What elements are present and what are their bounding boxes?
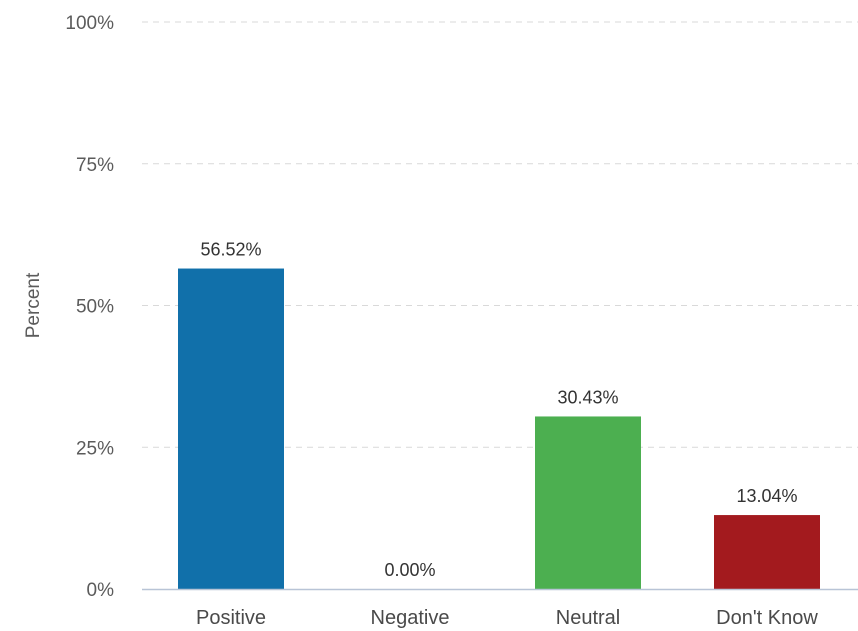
- bar-neutral: [535, 416, 641, 589]
- y-tick-label: 25%: [76, 438, 114, 459]
- bar-positive: [178, 268, 284, 589]
- data-label: 0.00%: [384, 560, 435, 580]
- data-label: 13.04%: [736, 486, 797, 506]
- y-axis-title: Percent: [23, 272, 44, 338]
- data-labels: 56.52% 0.00% 30.43% 13.04%: [200, 240, 797, 580]
- gridlines: [142, 21, 858, 448]
- data-label: 30.43%: [557, 387, 618, 407]
- x-tick-label: Neutral: [556, 607, 620, 629]
- y-axis-ticks: 0% 25% 50% 75% 100%: [65, 13, 114, 601]
- y-tick-label: 50%: [76, 297, 114, 318]
- y-tick-label: 75%: [76, 155, 114, 176]
- y-tick-label: 100%: [65, 13, 114, 34]
- x-tick-label: Positive: [196, 607, 266, 629]
- x-axis-ticks: Positive Negative Neutral Don't Know: [196, 607, 818, 629]
- data-label: 56.52%: [200, 240, 261, 260]
- x-tick-label: Don't Know: [716, 607, 818, 629]
- bar-don-t-know: [714, 515, 820, 589]
- y-tick-label: 0%: [87, 580, 115, 601]
- x-tick-label: Negative: [371, 607, 450, 629]
- bars: [178, 268, 820, 589]
